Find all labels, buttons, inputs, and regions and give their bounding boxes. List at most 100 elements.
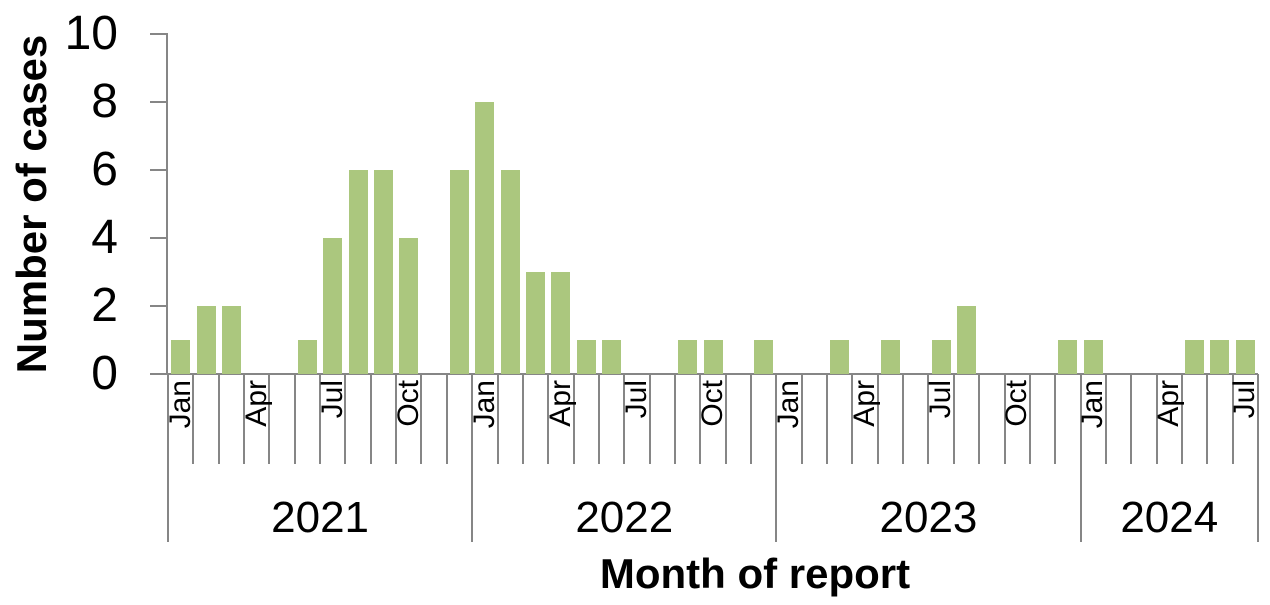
bar-Jul-2023 xyxy=(931,340,951,374)
month-tick xyxy=(597,374,600,464)
month-tick xyxy=(369,374,372,464)
year-separator xyxy=(1079,374,1082,542)
bar-Jun-2024 xyxy=(1210,340,1230,374)
month-tick xyxy=(1231,374,1234,464)
month-tick xyxy=(724,374,727,464)
x-axis-title: Month of report xyxy=(599,550,911,597)
bar-Jul-2024 xyxy=(1235,340,1255,374)
bar-Jul-2021 xyxy=(323,238,343,374)
bar-Jan-2022 xyxy=(475,102,495,374)
month-tick xyxy=(217,374,220,464)
bar-Oct-2022 xyxy=(703,340,723,374)
bar-Dec-2022 xyxy=(754,340,774,374)
y-tick-label-4: 4 xyxy=(91,211,118,264)
month-tick xyxy=(1206,374,1209,464)
bar-May-2023 xyxy=(880,340,900,374)
month-tick xyxy=(344,374,347,464)
month-tick xyxy=(445,374,448,464)
y-tick-0 xyxy=(150,373,166,375)
month-tick xyxy=(826,374,829,464)
month-tick xyxy=(978,374,981,464)
bar-Apr-2022 xyxy=(551,272,571,374)
bar-May-2024 xyxy=(1185,340,1205,374)
bar-Oct-2021 xyxy=(399,238,419,374)
month-tick xyxy=(1054,374,1057,464)
month-label-Jan-2024: Jan xyxy=(1076,380,1110,429)
y-tick-4 xyxy=(150,237,166,239)
month-label-Jul-2024: Jul xyxy=(1228,380,1262,419)
bar-Jan-2021 xyxy=(171,340,191,374)
y-tick-8 xyxy=(150,101,166,103)
month-label-Apr-2021: Apr xyxy=(239,380,273,427)
year-separator xyxy=(471,374,474,542)
month-label-Jan-2023: Jan xyxy=(772,380,806,429)
bar-Feb-2022 xyxy=(500,170,520,374)
month-label-Apr-2024: Apr xyxy=(1152,380,1186,427)
month-tick xyxy=(293,374,296,464)
bar-Sep-2021 xyxy=(373,170,393,374)
month-tick xyxy=(395,374,398,464)
month-label-Oct-2023: Oct xyxy=(1000,380,1034,427)
month-tick xyxy=(1003,374,1006,464)
month-label-Jan-2022: Jan xyxy=(467,380,501,429)
year-label-2024: 2024 xyxy=(1120,493,1219,542)
y-tick-6 xyxy=(150,169,166,171)
month-tick xyxy=(623,374,626,464)
month-tick xyxy=(648,374,651,464)
x-axis-line xyxy=(166,373,1258,375)
y-tick-label-0: 0 xyxy=(91,347,118,400)
bar-Aug-2023 xyxy=(956,306,976,374)
y-tick-10 xyxy=(150,33,166,35)
month-tick xyxy=(1155,374,1158,464)
month-label-Jul-2022: Jul xyxy=(619,380,653,419)
bar-Jun-2022 xyxy=(602,340,622,374)
y-axis-line xyxy=(166,33,168,375)
month-tick xyxy=(268,374,271,464)
month-tick xyxy=(192,374,195,464)
month-tick xyxy=(319,374,322,464)
year-label-2022: 2022 xyxy=(575,493,674,542)
month-tick xyxy=(750,374,753,464)
bar-Aug-2021 xyxy=(348,170,368,374)
bar-May-2022 xyxy=(576,340,596,374)
month-tick xyxy=(952,374,955,464)
month-tick xyxy=(699,374,702,464)
y-tick-label-6: 6 xyxy=(91,143,118,196)
month-label-Oct-2021: Oct xyxy=(391,380,425,427)
month-tick xyxy=(851,374,854,464)
month-tick xyxy=(1180,374,1183,464)
month-tick xyxy=(547,374,550,464)
month-tick xyxy=(243,374,246,464)
bar-Sep-2022 xyxy=(678,340,698,374)
month-label-Jul-2021: Jul xyxy=(315,380,349,419)
month-label-Apr-2022: Apr xyxy=(543,380,577,427)
month-tick xyxy=(572,374,575,464)
bar-Mar-2023 xyxy=(830,340,850,374)
year-separator xyxy=(775,374,778,542)
y-tick-2 xyxy=(150,305,166,307)
month-tick xyxy=(420,374,423,464)
bar-Dec-2021 xyxy=(450,170,469,374)
month-tick xyxy=(521,374,524,464)
month-tick xyxy=(496,374,499,464)
month-tick xyxy=(1104,374,1107,464)
month-tick xyxy=(902,374,905,464)
y-tick-label-10: 10 xyxy=(64,7,118,60)
bar-Dec-2023 xyxy=(1058,340,1078,374)
month-tick xyxy=(673,374,676,464)
year-label-2021: 2021 xyxy=(271,493,370,542)
month-label-Oct-2022: Oct xyxy=(696,380,729,427)
month-tick xyxy=(876,374,879,464)
year-separator xyxy=(1257,374,1259,542)
y-tick-label-8: 8 xyxy=(91,75,118,128)
month-tick xyxy=(800,374,803,464)
month-tick xyxy=(1028,374,1031,464)
bar-Feb-2021 xyxy=(196,306,216,374)
bar-Jun-2021 xyxy=(297,340,317,374)
month-tick xyxy=(1130,374,1133,464)
bar-Mar-2021 xyxy=(221,306,241,374)
bar-Jan-2024 xyxy=(1083,340,1103,374)
month-label-Jan-2021: Jan xyxy=(163,380,197,429)
year-separator xyxy=(167,374,169,542)
month-tick xyxy=(927,374,930,464)
